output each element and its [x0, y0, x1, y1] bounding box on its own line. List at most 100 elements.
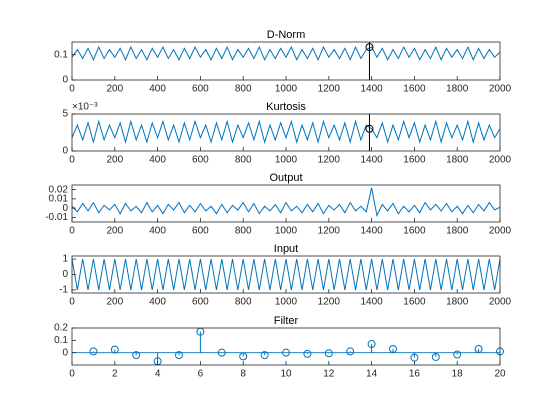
axes-background — [72, 114, 500, 151]
x-tick-label: 200 — [106, 84, 123, 95]
stem-marker — [324, 349, 333, 358]
x-tick-label: 1600 — [403, 297, 426, 308]
x-tick-label: 16 — [409, 369, 421, 380]
y-tick-label: 0.1 — [54, 49, 68, 60]
stem-marker — [474, 344, 483, 353]
stem-marker — [89, 347, 98, 356]
x-tick-label: 12 — [323, 369, 335, 380]
x-tick-label: 200 — [106, 297, 123, 308]
x-tick-label: 1400 — [360, 297, 383, 308]
y-tick-label: -0.01 — [45, 212, 68, 223]
x-tick-label: 600 — [192, 155, 209, 166]
axes-background — [72, 328, 500, 365]
stem-marker — [239, 352, 248, 361]
x-tick-label: 800 — [235, 226, 252, 237]
stem-marker — [282, 348, 290, 357]
x-tick-label: 1600 — [403, 226, 426, 237]
x-tick-label: 1800 — [446, 155, 469, 166]
y-tick-label: 0.01 — [49, 194, 69, 205]
x-tick-label: 20 — [494, 369, 506, 380]
x-tick-label: 1400 — [360, 84, 383, 95]
x-tick-label: 1200 — [318, 297, 341, 308]
cursor-marker — [365, 43, 374, 52]
y-tick-label: 0.1 — [54, 335, 68, 346]
x-tick-label: 0 — [69, 297, 75, 308]
x-tick-label: 2000 — [489, 84, 512, 95]
y-tick-label: 0 — [62, 146, 68, 157]
x-tick-label: 1400 — [360, 155, 383, 166]
signal-line — [71, 258, 501, 291]
x-tick-label: 4 — [155, 369, 161, 380]
y-tick-label: 0 — [62, 269, 68, 280]
x-tick-label: 1200 — [318, 155, 341, 166]
cursor-marker — [365, 124, 374, 133]
stem-marker — [367, 340, 376, 349]
axes-background — [72, 256, 500, 293]
y-exponent: ×10⁻³ — [72, 102, 98, 113]
x-tick-label: 2000 — [489, 226, 512, 237]
stem-marker — [110, 345, 119, 354]
stem-marker — [431, 352, 440, 361]
x-tick-label: 1000 — [275, 226, 298, 237]
x-tick-label: 6 — [198, 369, 204, 380]
x-tick-label: 400 — [149, 155, 166, 166]
x-tick-label: 400 — [149, 297, 166, 308]
x-tick-label: 600 — [192, 226, 209, 237]
stem-marker — [175, 351, 183, 360]
x-tick-label: 0 — [69, 84, 75, 95]
stem-marker — [453, 350, 462, 359]
axes-title: Input — [274, 243, 298, 255]
y-tick-label: 0 — [62, 347, 68, 358]
y-tick-label: 1 — [62, 254, 68, 265]
x-tick-label: 800 — [235, 84, 252, 95]
axes-title: Kurtosis — [266, 101, 306, 113]
x-tick-label: 2000 — [489, 155, 512, 166]
x-tick-label: 0 — [69, 226, 75, 237]
x-tick-label: 0 — [69, 155, 75, 166]
axes-title: D-Norm — [267, 29, 306, 41]
x-tick-label: 8 — [240, 369, 246, 380]
signal-line — [71, 119, 501, 145]
x-tick-label: 1800 — [446, 297, 469, 308]
x-tick-label: 1800 — [446, 226, 469, 237]
x-tick-label: 800 — [235, 297, 252, 308]
x-tick-label: 18 — [452, 369, 464, 380]
x-tick-label: 800 — [235, 155, 252, 166]
y-tick-label: 0 — [62, 203, 68, 214]
x-tick-label: 600 — [192, 84, 209, 95]
axes-title: Output — [269, 172, 302, 184]
y-tick-label: 5 — [62, 109, 68, 120]
stem-marker — [217, 348, 226, 357]
x-tick-label: 200 — [106, 155, 123, 166]
x-tick-label: 1600 — [403, 155, 426, 166]
x-tick-label: 200 — [106, 226, 123, 237]
x-tick-label: 1400 — [360, 226, 383, 237]
stem-marker — [389, 344, 397, 353]
signal-line — [71, 187, 501, 218]
x-tick-label: 1600 — [403, 84, 426, 95]
x-tick-label: 1200 — [318, 84, 341, 95]
x-tick-label: 600 — [192, 297, 209, 308]
x-tick-label: 1000 — [275, 84, 298, 95]
stem-marker — [132, 351, 141, 360]
stem-marker — [303, 349, 312, 358]
x-tick-label: 2 — [112, 369, 118, 380]
x-tick-label: 400 — [149, 226, 166, 237]
axes-background — [72, 42, 500, 80]
x-tick-label: 1000 — [275, 155, 298, 166]
y-tick-label: 0 — [62, 75, 68, 86]
stem-marker — [260, 351, 269, 360]
signal-line — [71, 45, 501, 61]
x-tick-label: 14 — [366, 369, 378, 380]
y-tick-label: -1 — [59, 285, 68, 296]
stem-marker — [346, 347, 355, 356]
x-tick-label: 1200 — [318, 226, 341, 237]
axes-title: Filter — [274, 315, 299, 327]
x-tick-label: 1800 — [446, 84, 469, 95]
x-tick-label: 2000 — [489, 297, 512, 308]
y-tick-label: 0.02 — [49, 184, 69, 195]
y-tick-label: 0.2 — [54, 323, 68, 334]
x-tick-label: 0 — [69, 369, 75, 380]
